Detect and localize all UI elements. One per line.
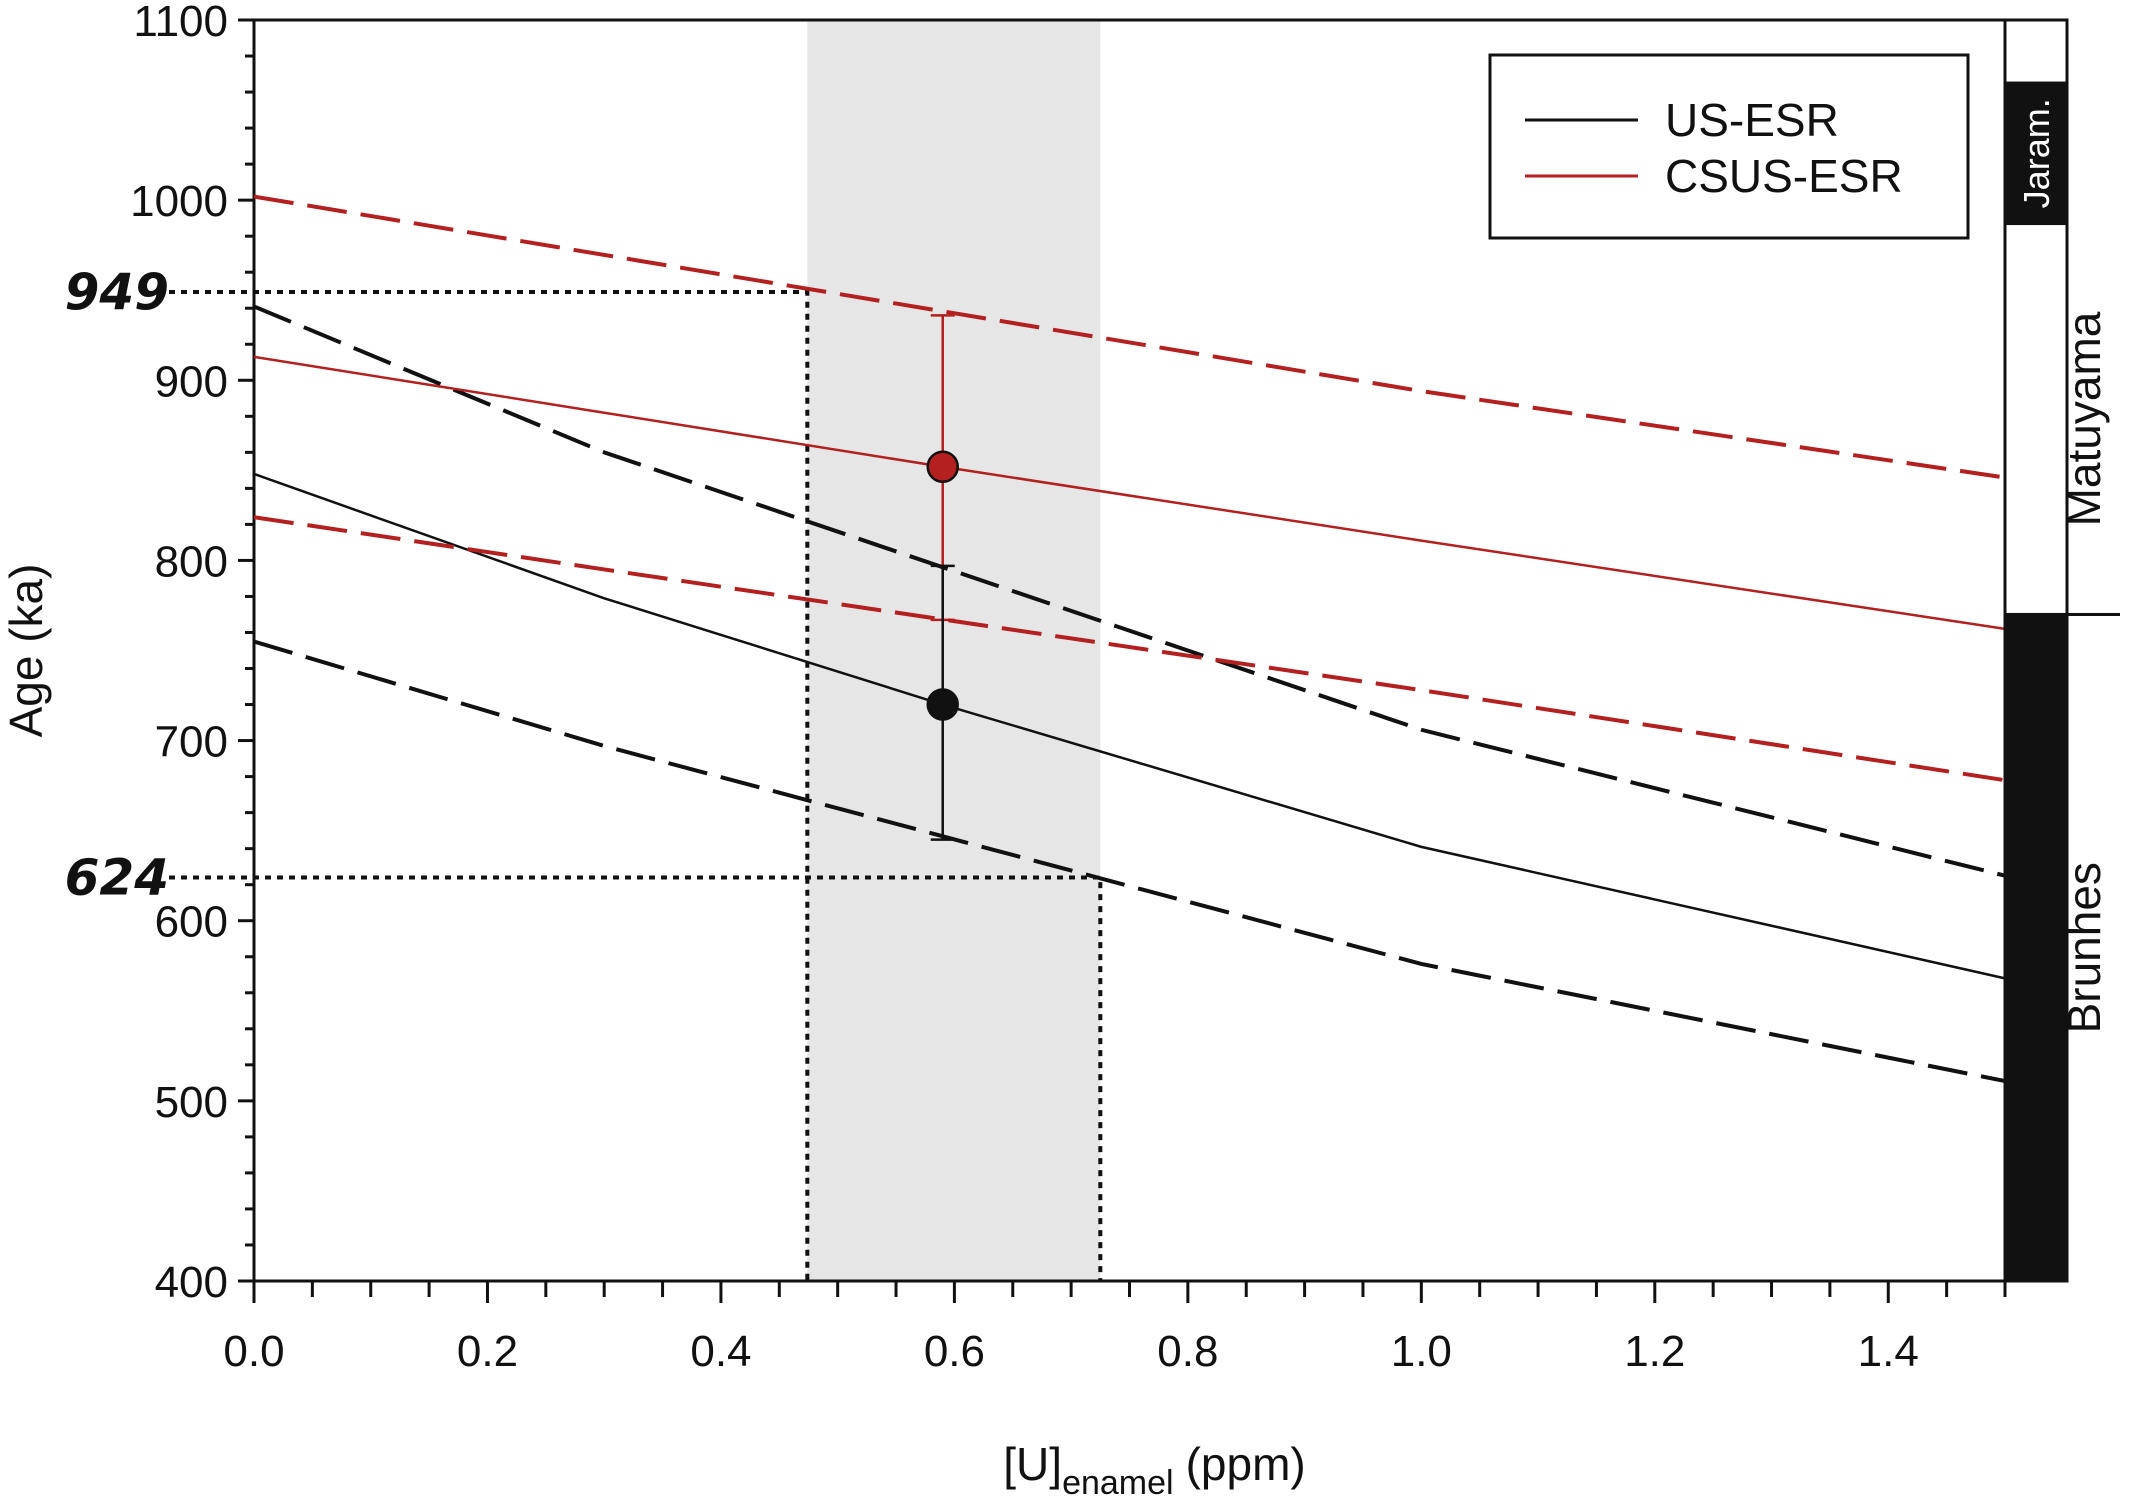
chron-brunhes <box>2003 612 2069 1283</box>
chron-label: Brunhes <box>2058 862 2110 1033</box>
series-line-csus-esr-lower <box>253 515 2006 783</box>
y-tick-label: 700 <box>155 718 228 767</box>
legend-label: CSUS-ESR <box>1665 150 1903 202</box>
series-line-csus-esr <box>253 355 2006 631</box>
x-tick-label: 0.2 <box>457 1327 518 1376</box>
y-tick-label: 500 <box>155 1078 228 1127</box>
x-label-sub: enamel <box>1062 1464 1174 1502</box>
x-tick-label: 1.4 <box>1858 1327 1919 1376</box>
y-tick-label: 600 <box>155 898 228 947</box>
y-tick-label: 900 <box>155 357 228 406</box>
data-point-us-esr <box>926 688 959 721</box>
chron-label: Matuyama <box>2058 311 2110 526</box>
series-line-us-esr-upper <box>253 304 2006 878</box>
chron-jaram <box>2003 81 2069 226</box>
series-line-us-esr-lower <box>253 639 2006 1084</box>
y-axis-label: Age (ka) <box>0 564 52 738</box>
y-tick-label: 400 <box>155 1258 228 1307</box>
annotation-label: 949 <box>65 263 169 321</box>
annotation-dotted-line <box>169 875 1103 1281</box>
x-tick-label: 0.0 <box>223 1327 284 1376</box>
x-tick-label: 0.8 <box>1157 1327 1218 1376</box>
legend-label: US-ESR <box>1665 94 1839 146</box>
y-tick-label: 800 <box>155 537 228 586</box>
series-line-us-esr <box>253 472 2006 980</box>
annotation-dotted-line <box>169 290 810 1281</box>
y-tick-label: 1100 <box>133 0 228 46</box>
annotation-label: 624 <box>65 848 169 906</box>
x-tick-label: 0.6 <box>924 1327 985 1376</box>
legend-box <box>1488 53 1970 240</box>
x-label-main: [U] <box>1003 1438 1062 1490</box>
x-tick-label: 0.4 <box>690 1327 751 1376</box>
x-axis-label: [U]enamel (ppm) <box>1003 1438 1305 1502</box>
x-label-unit: (ppm) <box>1186 1438 1306 1490</box>
y-tick-label: 1000 <box>130 177 228 226</box>
data-point-csus-esr <box>926 450 959 484</box>
x-tick-label: 1.2 <box>1624 1327 1685 1376</box>
x-tick-label: 1.0 <box>1391 1327 1452 1376</box>
series-line-csus-esr-upper <box>253 194 2006 480</box>
chron-label: Jaram. <box>2016 98 2057 208</box>
shaded-u-range <box>807 20 1101 1281</box>
